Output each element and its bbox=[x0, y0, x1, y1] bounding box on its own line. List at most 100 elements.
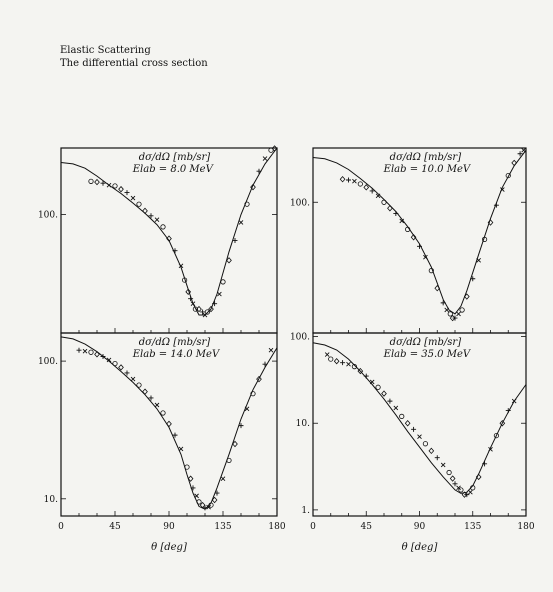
data-point bbox=[262, 156, 268, 161]
data-point bbox=[423, 254, 428, 260]
data-point-marker bbox=[185, 288, 192, 296]
data-point-marker bbox=[399, 218, 405, 224]
data-point-marker bbox=[206, 504, 211, 510]
data-point-marker bbox=[363, 184, 370, 191]
data-point bbox=[118, 364, 124, 371]
data-point-marker bbox=[340, 360, 346, 366]
data-point bbox=[511, 159, 518, 167]
data-point-marker bbox=[250, 183, 256, 191]
data-point-marker bbox=[226, 457, 232, 464]
data-point-marker bbox=[369, 188, 375, 194]
data-point-marker bbox=[434, 455, 440, 461]
data-point bbox=[88, 349, 94, 355]
data-point bbox=[154, 402, 160, 408]
data-point-marker bbox=[363, 373, 369, 379]
data-point-marker bbox=[214, 490, 220, 496]
y-tick-label: 100. bbox=[38, 357, 58, 367]
data-point-marker bbox=[142, 388, 148, 395]
data-point bbox=[521, 147, 526, 153]
data-point bbox=[82, 348, 88, 354]
data-point-marker bbox=[262, 156, 268, 161]
theory-curve bbox=[312, 149, 527, 315]
data-point-marker bbox=[521, 147, 526, 153]
data-point-marker bbox=[220, 476, 226, 481]
panel-quantity-label: dσ/dΩ [mb/sr] bbox=[139, 152, 211, 163]
data-point-marker bbox=[136, 382, 142, 388]
data-point bbox=[268, 147, 274, 153]
data-point bbox=[499, 420, 506, 427]
data-point-marker bbox=[212, 301, 218, 307]
data-point-marker bbox=[428, 268, 434, 274]
data-point-marker bbox=[271, 145, 278, 152]
data-point bbox=[76, 347, 82, 353]
data-point bbox=[470, 276, 476, 282]
data-point-marker bbox=[339, 176, 346, 183]
data-point bbox=[346, 361, 351, 367]
heading-line-2: The differential cross section bbox=[60, 58, 208, 69]
data-point bbox=[505, 172, 511, 179]
data-point-marker bbox=[417, 434, 422, 439]
data-point-marker bbox=[130, 376, 136, 382]
panel-frame bbox=[312, 332, 527, 517]
data-point bbox=[190, 485, 196, 491]
data-point-marker bbox=[456, 311, 461, 317]
data-point bbox=[256, 168, 262, 174]
data-point-marker bbox=[487, 219, 494, 226]
data-point-marker bbox=[136, 201, 142, 207]
data-point-marker bbox=[393, 211, 399, 217]
data-point bbox=[369, 379, 375, 385]
data-point-marker bbox=[200, 309, 206, 315]
data-point-marker bbox=[232, 237, 238, 243]
data-point-marker bbox=[461, 491, 468, 498]
data-point bbox=[200, 309, 206, 315]
x-axis-label: θ [deg] bbox=[151, 542, 187, 553]
data-point-marker bbox=[226, 257, 232, 264]
data-point-marker bbox=[184, 464, 190, 470]
data-point-marker bbox=[268, 347, 274, 353]
panel-energy-label: Elab = 14.0 MeV bbox=[132, 349, 221, 360]
data-point-marker bbox=[517, 151, 523, 157]
data-point bbox=[488, 447, 493, 452]
data-point bbox=[212, 301, 218, 307]
panel-energy-label: Elab = 10.0 MeV bbox=[383, 164, 472, 175]
data-point-marker bbox=[352, 178, 357, 184]
data-point-marker bbox=[124, 370, 130, 376]
data-point bbox=[381, 199, 387, 205]
data-point-marker bbox=[88, 349, 94, 355]
data-point-marker bbox=[94, 178, 100, 186]
data-point-marker bbox=[244, 406, 250, 412]
data-point bbox=[393, 211, 399, 217]
data-point bbox=[211, 496, 218, 504]
data-point bbox=[226, 457, 232, 464]
data-point-marker bbox=[256, 375, 262, 383]
data-point-marker bbox=[375, 384, 381, 390]
data-point bbox=[511, 398, 517, 404]
data-point-marker bbox=[148, 213, 154, 219]
x-tick-label: 180 bbox=[268, 522, 285, 532]
data-point-marker bbox=[106, 357, 112, 363]
panel-bottom-right: 0 45 90 135 180 100. 10. 1. dσ/dΩ [mb/sr]Elab = … bbox=[290, 332, 535, 532]
data-point bbox=[226, 257, 232, 264]
data-point-marker bbox=[410, 234, 417, 241]
data-point bbox=[352, 178, 357, 184]
data-point bbox=[468, 489, 473, 495]
data-point bbox=[405, 226, 411, 232]
data-point bbox=[220, 279, 226, 285]
data-point-marker bbox=[440, 300, 446, 306]
data-point-marker bbox=[381, 199, 387, 205]
data-point-marker bbox=[351, 364, 358, 370]
x-tick-label: 45 bbox=[109, 522, 121, 532]
data-point bbox=[463, 293, 470, 300]
data-point bbox=[417, 243, 422, 249]
data-point bbox=[94, 178, 100, 186]
data-point bbox=[88, 178, 94, 184]
data-point bbox=[208, 305, 214, 313]
panel-frame bbox=[312, 147, 527, 334]
data-point bbox=[470, 485, 476, 491]
data-point-marker bbox=[130, 195, 136, 201]
data-point bbox=[399, 413, 405, 419]
data-point-marker bbox=[404, 420, 411, 427]
data-point bbox=[456, 311, 461, 317]
data-point bbox=[100, 354, 106, 360]
data-point-marker bbox=[346, 361, 351, 367]
